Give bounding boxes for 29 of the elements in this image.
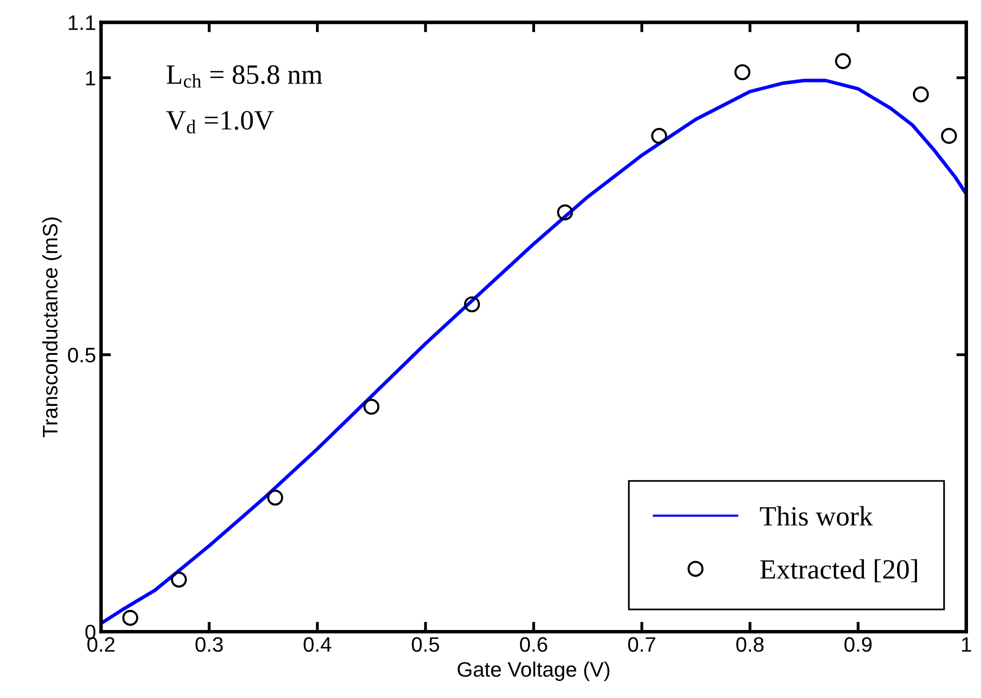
x-tick-label: 0.9	[844, 637, 872, 652]
x-tick-label: 0.6	[520, 637, 548, 652]
point	[651, 128, 668, 144]
y-tick-label: 1	[86, 70, 96, 86]
point	[267, 490, 284, 506]
point	[363, 398, 380, 415]
x-tick-label: 0.4	[304, 637, 332, 652]
legend-label: Extracted [20]	[760, 559, 917, 582]
x-tick-label: 0.5	[412, 637, 440, 652]
annotation: L$_{ch}$ = 85.8 nm	[166, 65, 322, 88]
x-tick-label: 0.7	[628, 637, 656, 652]
point	[940, 128, 957, 144]
x-tick-label: 0.2	[87, 637, 114, 652]
x-tick-label: 0.8	[736, 637, 764, 652]
x-tick-label: 0.3	[196, 637, 223, 652]
point	[122, 610, 138, 626]
legend-label: This work	[760, 506, 873, 526]
y-tick-label: 0.5	[68, 348, 96, 362]
point	[912, 86, 929, 102]
x-tick-label: 1	[962, 637, 972, 652]
point	[734, 64, 750, 80]
y-axis-title: Transconductance (mS)	[42, 218, 62, 438]
point	[170, 572, 187, 588]
point	[835, 53, 851, 70]
x-axis-title: Gate Voltage (V)	[458, 662, 610, 681]
annotation: V$_{d}$ =1.0V	[166, 110, 274, 134]
point	[464, 296, 480, 312]
point	[557, 204, 574, 220]
y-tick-label: 1.1	[68, 16, 96, 30]
